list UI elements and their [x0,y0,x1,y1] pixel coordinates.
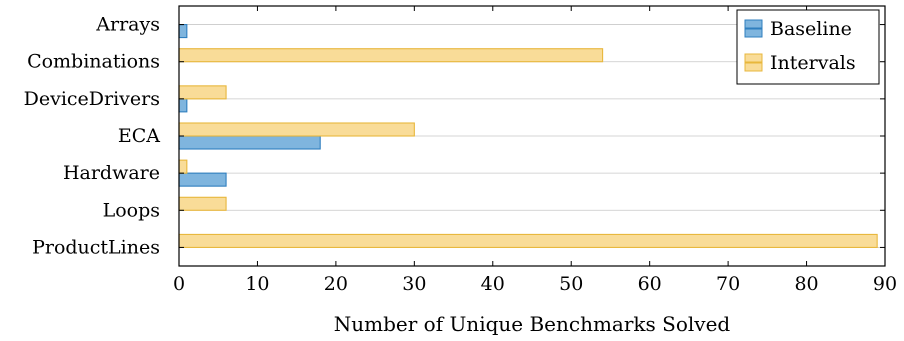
bar-intervals-hardware [178,159,188,174]
x-axis-label: Number of Unique Benchmarks Solved [334,312,731,336]
legend-swatch-baseline [744,28,763,38]
x-tick-label: 60 [638,273,662,295]
x-tick-label: 70 [716,273,740,295]
y-tick-label: ProductLines [32,236,160,258]
bar-baseline-hardware [178,172,227,187]
x-tick-label: 20 [324,273,348,295]
legend-label-baseline: Baseline [770,18,852,40]
bar-baseline-devicedrivers [178,98,188,113]
x-tick-label: 0 [173,273,185,295]
x-tick-label: 10 [245,273,269,295]
bar-baseline-eca [178,135,321,150]
bar-intervals-devicedrivers [178,85,227,100]
x-tick-label: 80 [794,273,818,295]
legend: Baseline Intervals [736,9,880,85]
y-tick-label: Hardware [63,162,160,184]
legend-swatch-intervals [744,62,763,72]
legend-label-intervals: Intervals [770,52,856,74]
bar-baseline-arrays [178,24,188,39]
bar-intervals-combinations [178,48,604,63]
legend-swatch-intervals [744,53,763,63]
y-tick-label: Arrays [95,14,160,36]
y-tick-label: DeviceDrivers [24,88,160,110]
bars [178,24,878,248]
x-tick-label: 90 [873,273,897,295]
bar-intervals-loops [178,196,227,211]
tick-marks [178,6,886,266]
bar-intervals-eca [178,122,415,137]
bar-intervals-productlines [178,233,878,248]
x-tick-label: 40 [481,273,505,295]
x-tick-label: 50 [559,273,583,295]
legend-swatch-baseline [744,19,763,29]
y-tick-label: Combinations [27,51,160,73]
y-tick-labels: Arrays Combinations DeviceDrivers ECA Hardwa… [24,14,161,259]
x-tick-labels: 0 10 20 30 40 50 60 70 80 90 [173,273,897,295]
x-tick-label: 30 [402,273,426,295]
y-tick-label: Loops [103,199,160,221]
y-tick-label: ECA [118,125,160,147]
